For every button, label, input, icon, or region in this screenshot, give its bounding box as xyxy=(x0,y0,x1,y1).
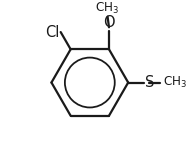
Text: O: O xyxy=(103,15,115,30)
Text: S: S xyxy=(145,75,155,90)
Text: CH$_3$: CH$_3$ xyxy=(163,75,187,90)
Text: Cl: Cl xyxy=(46,25,60,40)
Text: CH$_3$: CH$_3$ xyxy=(96,1,120,16)
